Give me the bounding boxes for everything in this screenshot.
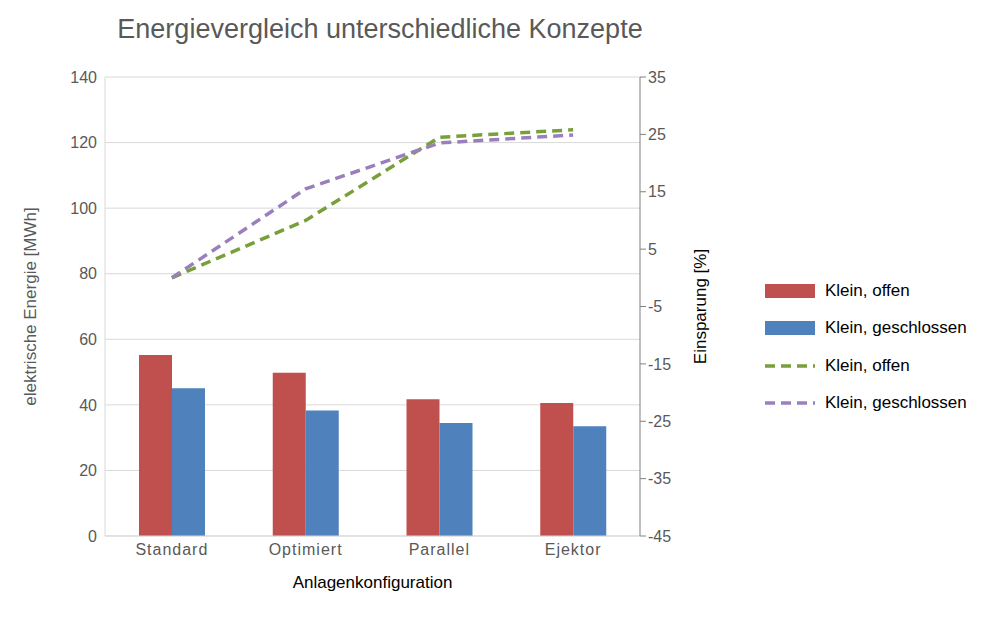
svg-text:-35: -35: [648, 470, 671, 487]
html-text:Energievergleich unterschiedli: Energievergleich unterschiedliche Konzep…: [117, 14, 643, 44]
svg-text:120: 120: [70, 134, 97, 151]
html-text:Klein, offen: Klein, offen: [825, 280, 910, 300]
svg-text:-25: -25: [648, 413, 671, 430]
svg-text:elektrische Energie [MWh]: elektrische Energie [MWh]: [21, 207, 40, 405]
html-text:Klein, geschlossen: Klein, geschlossen: [825, 318, 967, 338]
svg-text:100: 100: [70, 200, 97, 217]
svg-text:-45: -45: [648, 528, 671, 545]
svg-text:-15: -15: [648, 356, 671, 373]
svg-text:80: 80: [79, 265, 97, 282]
svg-text:40: 40: [79, 397, 97, 414]
svg-text:Anlagenkonfiguration: Anlagenkonfiguration: [293, 573, 453, 592]
svg-text:15: 15: [648, 183, 666, 200]
svg-text:Optimiert: Optimiert: [269, 541, 343, 558]
svg-text:-5: -5: [648, 298, 662, 315]
svg-text:20: 20: [79, 462, 97, 479]
svg-text:Parallel: Parallel: [409, 541, 470, 558]
svg-text:Einsparung [%]: Einsparung [%]: [691, 249, 710, 364]
html-text:Klein, geschlossen: Klein, geschlossen: [825, 393, 967, 413]
svg-text:140: 140: [70, 69, 97, 86]
svg-text:Ejektor: Ejektor: [545, 541, 602, 558]
svg-text:25: 25: [648, 126, 666, 143]
svg-text:0: 0: [88, 528, 97, 545]
svg-text:5: 5: [648, 241, 657, 258]
svg-text:35: 35: [648, 69, 666, 86]
svg-text:60: 60: [79, 331, 97, 348]
html-text:Klein, offen: Klein, offen: [825, 355, 910, 375]
svg-text:Standard: Standard: [135, 541, 208, 558]
